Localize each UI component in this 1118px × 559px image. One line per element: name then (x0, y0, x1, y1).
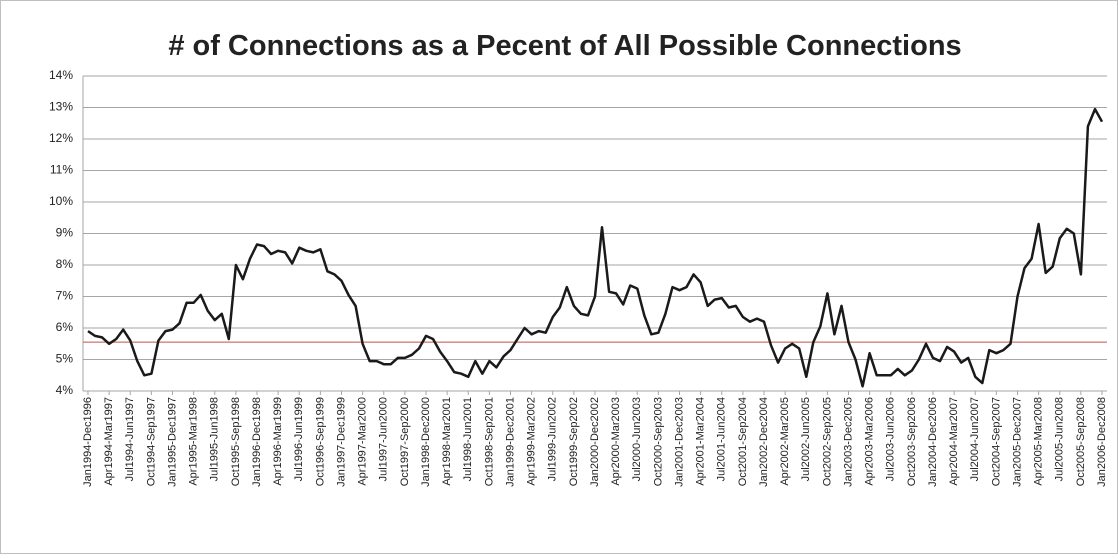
x-tick-label: Jan2000-Dec2002 (589, 397, 601, 487)
x-tick-label: Jan1998-Dec2000 (420, 397, 432, 487)
x-tick-label: Jan1995-Dec1997 (166, 397, 178, 487)
x-tick-label: Oct2000-Sep2003 (652, 397, 664, 486)
x-tick-label: Apr2004-Mar2007 (948, 397, 960, 486)
x-tick-label: Jul2000-Jun2003 (631, 397, 643, 481)
x-tick-label: Jul1998-Jun2001 (462, 397, 474, 481)
x-tick-label: Apr2005-Mar2008 (1033, 397, 1045, 486)
data-line (87, 107, 1104, 388)
y-tick-label: 6% (56, 320, 74, 334)
x-tick-label: Jul2004-Jun2007 (969, 397, 981, 481)
x-tick-label: Apr2003-Mar2006 (864, 397, 876, 486)
x-tick-label: Apr2000-Mar2003 (610, 397, 622, 486)
x-tick-label: Apr1994-Mar1997 (103, 397, 115, 486)
y-tick-label: 8% (56, 257, 74, 271)
x-tick-label: Jan1994-Dec1996 (82, 397, 94, 487)
x-tick-label: Jan1999-Dec2001 (504, 397, 516, 487)
x-tick-label: Jan1997-Dec1999 (335, 397, 347, 487)
x-tick-label: Jan2002-Dec2004 (758, 397, 770, 487)
x-tick-label: Jan2001-Dec2003 (673, 397, 685, 487)
x-tick-label: Jul1995-Jun1998 (209, 397, 221, 481)
x-tick-label: Jul2002-Jun2005 (800, 397, 812, 481)
x-tick-label: Oct2003-Sep2006 (906, 397, 918, 486)
x-tick-label: Oct1998-Sep2001 (483, 397, 495, 486)
y-tick-label: 7% (56, 289, 74, 303)
x-tick-label: Apr1997-Mar2000 (357, 397, 369, 486)
x-tick-label: Oct1997-Sep2000 (399, 397, 411, 486)
x-tick-label: Jul1996-Jun1999 (293, 397, 305, 481)
x-tick-label: Jan2006-Dec2008 (1096, 397, 1108, 487)
x-tick-label: Apr1996-Mar1999 (272, 397, 284, 486)
x-tick-label: Jan1996-Dec1998 (251, 397, 263, 487)
x-tick-label: Jul2001-Jun2004 (716, 397, 728, 481)
y-tick-label: 9% (56, 226, 74, 240)
y-tick-label: 11% (50, 163, 73, 177)
y-tick-label: 4% (56, 383, 74, 397)
x-tick-label: Oct2002-Sep2005 (821, 397, 833, 486)
y-tick-label: 12% (49, 131, 73, 145)
x-tick-label: Oct2005-Sep2008 (1075, 397, 1087, 486)
y-tick-label: 5% (56, 352, 74, 366)
x-tick-label: Apr1995-Mar1998 (188, 397, 200, 486)
x-tick-label: Jul2005-Jun2008 (1054, 397, 1066, 481)
x-tick-label: Oct2001-Sep2004 (737, 397, 749, 486)
x-tick-label: Jul2003-Jun2006 (885, 397, 897, 481)
x-tick-label: Jul1997-Jun2000 (378, 397, 390, 481)
x-tick-label: Oct1995-Sep1998 (230, 397, 242, 486)
y-tick-label: 10% (49, 194, 73, 208)
x-tick-label: Jan2003-Dec2005 (842, 397, 854, 487)
x-tick-label: Oct1994-Sep1997 (145, 397, 157, 486)
x-tick-label: Jan2005-Dec2007 (1011, 397, 1023, 487)
chart-title: # of Connections as a Pecent of All Poss… (168, 30, 961, 62)
y-tick-label: 13% (49, 100, 73, 114)
x-tick-label: Apr1998-Mar2001 (441, 397, 453, 486)
x-tick-label: Oct2004-Sep2007 (990, 397, 1002, 486)
x-tick-label: Jul1994-Jun1997 (124, 397, 136, 481)
x-tick-label: Apr1999-Mar2002 (526, 397, 538, 486)
x-tick-label: Apr2001-Mar2004 (695, 397, 707, 486)
x-tick-label: Jul1999-Jun2002 (547, 397, 559, 481)
x-tick-label: Apr2002-Mar2005 (779, 397, 791, 486)
y-tick-label: 14% (49, 68, 73, 82)
x-tick-label: Oct1999-Sep2002 (568, 397, 580, 486)
x-tick-label: Jan2004-Dec2006 (927, 397, 939, 487)
x-tick-label: Oct1996-Sep1999 (314, 397, 326, 486)
